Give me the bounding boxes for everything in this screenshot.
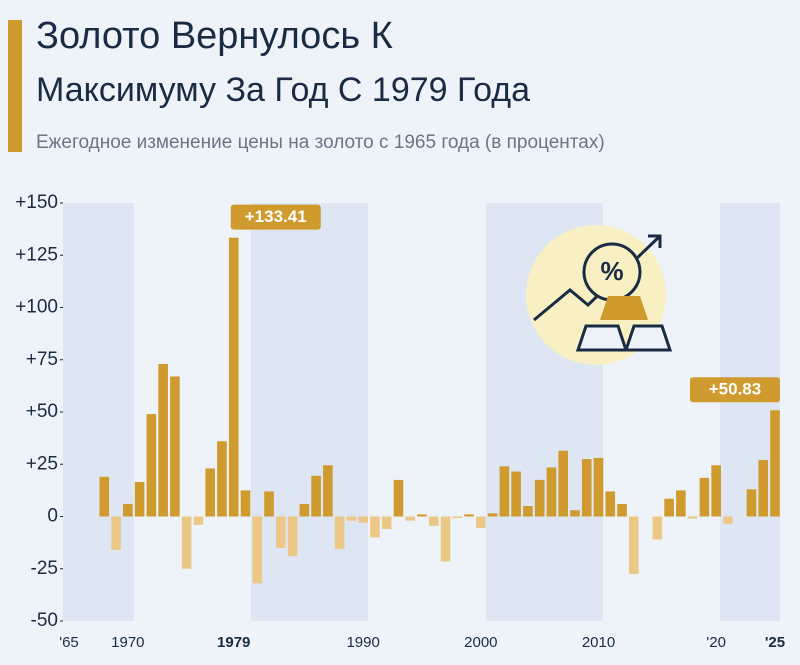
svg-text:%: % [600, 256, 623, 286]
bar [228, 237, 239, 517]
bar [629, 516, 639, 574]
decade-band [720, 203, 780, 621]
bar [205, 468, 215, 517]
y-tick-label: -50 [31, 610, 58, 631]
y-tick-label: +75 [26, 349, 58, 370]
bar [299, 503, 310, 517]
bar [605, 491, 616, 517]
x-tick-label: 1990 [346, 634, 379, 651]
title-line: Максимуму За Год С 1979 Года [36, 71, 530, 109]
bar [758, 460, 769, 517]
bar [417, 514, 427, 517]
bar [370, 516, 380, 538]
bar [440, 516, 451, 562]
title-line: Золото Вернулось К [36, 15, 393, 57]
bar [181, 516, 192, 569]
x-tick-label: '25 [765, 634, 785, 651]
icon: % [526, 225, 673, 365]
bar [276, 516, 286, 548]
y-tick-label: +25 [26, 453, 58, 474]
y-tick-label: +50 [26, 401, 58, 422]
bar [381, 516, 392, 530]
bar [476, 516, 486, 528]
bar [358, 516, 368, 523]
bar [193, 516, 204, 525]
bar [558, 450, 568, 517]
bar [487, 513, 498, 517]
bar [405, 516, 416, 521]
bar [770, 410, 780, 517]
x-tick-label: 1970 [111, 634, 144, 651]
decade-band [251, 203, 368, 621]
y-tick-label: +125 [15, 244, 58, 265]
x-tick-label: 2010 [582, 634, 615, 651]
value-label-box [230, 204, 321, 230]
bar [464, 514, 474, 517]
bar [252, 516, 263, 584]
bar [311, 475, 321, 517]
bar [534, 479, 545, 517]
value-label-box [690, 377, 780, 403]
bar [711, 465, 721, 517]
bar [687, 516, 698, 519]
y-tick-label: -25 [31, 558, 58, 579]
y-tick-label: 0 [47, 506, 58, 527]
bar [170, 376, 180, 517]
bar [499, 466, 510, 517]
x-tick-label: 1979 [217, 634, 250, 651]
subtitle: Ежегодное изменение цены на золото с 196… [36, 132, 605, 153]
bar [111, 516, 121, 550]
bar [123, 503, 133, 517]
bar [581, 459, 592, 517]
bar [158, 363, 168, 517]
bar [334, 516, 345, 549]
bar [323, 465, 333, 517]
bar [217, 441, 227, 517]
value-label: +133.41 [245, 207, 307, 226]
bar [346, 516, 357, 521]
bar [723, 516, 733, 524]
bar [570, 510, 580, 517]
x-tick-label: '20 [706, 634, 726, 651]
bar [652, 516, 663, 540]
bar [676, 490, 686, 517]
bar [287, 516, 298, 557]
bar [146, 414, 157, 517]
x-tick-label: 2000 [464, 634, 497, 651]
y-tick-label: +100 [15, 297, 58, 318]
bar [99, 476, 110, 517]
y-tick-label: +150 [15, 192, 58, 213]
bar [452, 516, 463, 519]
bar [511, 471, 521, 517]
bar [240, 490, 251, 517]
bar [699, 477, 710, 517]
bar [134, 482, 145, 517]
x-tick-label: '65 [59, 634, 79, 651]
bar [617, 503, 627, 517]
accent-bar [8, 20, 22, 152]
bar [428, 516, 439, 526]
bar [664, 498, 674, 517]
bar [546, 467, 557, 517]
bar [264, 491, 274, 517]
bar [393, 479, 404, 517]
decade-band [63, 203, 134, 621]
bar [746, 489, 757, 517]
bar [523, 506, 533, 517]
value-label: +50.83 [709, 380, 761, 399]
bar [593, 457, 604, 517]
